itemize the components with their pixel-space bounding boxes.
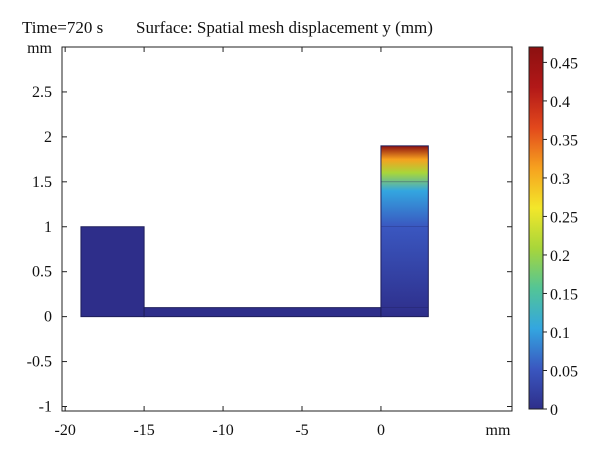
x-tick-label: -15 [133,422,154,439]
y-tick-label: 2.5 [32,84,52,101]
colorbar-tick-label: 0.4 [550,94,570,111]
colorbar-tick-label: 0.05 [550,363,578,380]
x-tick-label: -20 [54,422,75,439]
y-tick-label: -0.5 [27,354,52,371]
domain-left-block [80,226,145,318]
colorbar-tick-label: 0.1 [550,325,570,342]
colorbar-tick-label: 0.35 [550,132,578,149]
colorbar-tick-label: 0 [550,402,558,419]
x-tick-label: -5 [295,422,308,439]
y-tick-label: 0.5 [32,264,52,281]
y-tick-label: 1 [44,219,52,236]
colorbar-tick-label: 0.2 [550,248,570,265]
domain-bottom-channel [143,307,382,318]
surface-label: Surface: Spatial mesh displacement y (mm… [136,18,433,37]
x-tick-label: 0 [377,422,385,439]
colorbar-tick-label: 0.25 [550,209,578,226]
x-unit-label: mm [486,422,511,439]
y-tick-label: 1.5 [32,174,52,191]
y-tick-label: 0 [44,309,52,326]
y-tick-label: 2 [44,129,52,146]
colorbar-tick-label: 0.45 [550,55,578,72]
colorbar-tick-label: 0.3 [550,171,570,188]
colorbar [528,46,544,410]
domain-right-column [380,145,429,318]
x-tick-label: -10 [212,422,233,439]
y-tick-label: -1 [39,399,52,416]
y-unit-label: mm [27,40,52,57]
time-label: Time=720 s [22,18,104,37]
colorbar-tick-label: 0.15 [550,286,578,303]
